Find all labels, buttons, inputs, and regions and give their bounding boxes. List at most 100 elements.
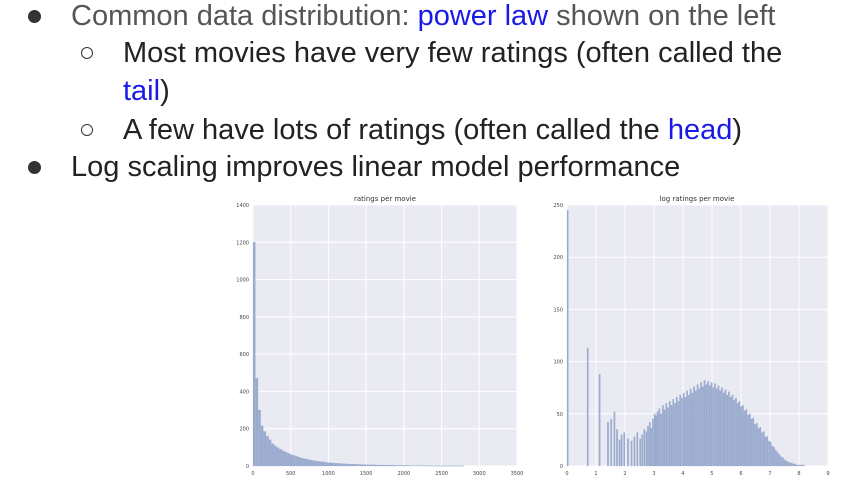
histogram-bar — [345, 463, 348, 467]
chart-title: ratings per movie — [354, 195, 416, 203]
head-link[interactable]: head — [667, 114, 733, 146]
x-tick-label: 1 — [594, 471, 597, 477]
histogram-bar — [650, 428, 653, 467]
histogram-bar — [757, 428, 760, 467]
histogram-bar — [761, 432, 763, 467]
histogram-bar — [403, 465, 406, 467]
histogram-bar — [607, 422, 609, 467]
histogram-bar — [778, 454, 781, 467]
histogram-bar — [636, 432, 639, 467]
bullet-text: shown on the left — [548, 0, 776, 32]
power-law-link[interactable]: power law — [417, 0, 549, 32]
x-tick-label: 0 — [251, 471, 254, 477]
histogram-bar — [797, 464, 800, 467]
histogram-bar — [755, 423, 758, 467]
histogram-bar — [726, 394, 728, 467]
log-ratings-per-movie-chart: 0 50 100 150 200 250 0 1 2 3 4 5 6 7 8 9 log ratings p… — [553, 195, 829, 477]
histogram-bar — [616, 429, 618, 467]
histogram-bar — [802, 464, 805, 467]
histogram-bar — [300, 457, 303, 467]
histogram-bar — [350, 464, 354, 467]
bullet-text: Common data distribution: — [71, 0, 418, 32]
histogram-bar — [675, 396, 678, 467]
histogram-bar — [347, 464, 351, 467]
histogram-bar — [641, 434, 644, 467]
histogram-bar — [363, 464, 367, 467]
histogram-bar — [639, 438, 641, 467]
histogram-bar — [738, 401, 741, 467]
histogram-bar — [390, 465, 393, 467]
ratings-per-movie-chart: 0 200 400 600 800 1000 1200 1400 0 500 1000 1500 20… — [236, 195, 523, 477]
histogram-bar — [672, 399, 675, 467]
histogram-bar — [693, 386, 695, 467]
histogram-bar — [703, 380, 706, 467]
y-tick-label: 1200 — [236, 240, 249, 246]
y-tick-label: 200 — [239, 427, 249, 433]
histogram-bar — [279, 449, 282, 467]
histogram-bar — [395, 465, 398, 467]
histogram-bar — [710, 382, 713, 467]
histogram-bar — [801, 464, 803, 467]
histogram-bar — [398, 465, 401, 467]
bullet-power-law: Common data distribution: power law show… — [71, 0, 775, 34]
x-tick-label: 5 — [710, 471, 713, 477]
histogram-bar — [274, 445, 277, 467]
histogram-bar — [789, 462, 791, 467]
x-tick-label: 500 — [286, 471, 296, 477]
histogram-bar — [771, 446, 774, 467]
histogram-bar — [769, 441, 772, 467]
histogram-bar — [686, 390, 688, 467]
histogram-bar — [305, 459, 309, 467]
histogram-bar — [620, 434, 623, 467]
y-tick-label: 250 — [553, 203, 563, 209]
histogram-bar — [717, 385, 720, 467]
histogram-bar — [366, 464, 369, 467]
histogram-bar — [287, 453, 290, 467]
histogram-bar — [681, 398, 683, 467]
x-tick-label: 4 — [681, 471, 684, 477]
histogram-bar — [764, 436, 767, 467]
histogram-bar — [750, 418, 753, 467]
histogram-bar — [733, 400, 735, 467]
tail-link[interactable]: tail — [123, 75, 161, 107]
y-tick-label: 600 — [239, 352, 249, 358]
histogram-bar — [679, 394, 682, 467]
histogram-bar — [379, 464, 383, 467]
histogram-bar — [705, 384, 708, 467]
histogram-bar — [662, 405, 664, 467]
histogram-bar — [586, 347, 589, 467]
histogram-bar — [698, 388, 701, 467]
x-tick-label: 1500 — [360, 471, 373, 477]
histogram-bar — [658, 408, 661, 467]
histogram-bar — [371, 464, 375, 467]
histogram-bar — [759, 427, 762, 467]
histogram-bar — [618, 439, 621, 467]
bullet-log-scaling: Log scaling improves linear model perfor… — [71, 149, 680, 185]
histogram-bar — [284, 451, 288, 467]
bullet-dot-icon — [28, 161, 41, 174]
histogram-bar — [667, 407, 669, 467]
histogram-bar — [260, 425, 264, 467]
histogram-bar — [361, 464, 364, 467]
histogram-bar — [630, 440, 633, 467]
histogram-bar — [266, 436, 269, 467]
histogram-bar — [633, 436, 636, 467]
histogram-bar — [263, 431, 267, 467]
histogram-bar — [648, 422, 651, 467]
histogram-bar — [696, 384, 699, 467]
histogram-bar — [598, 374, 601, 467]
histogram-bar — [787, 461, 789, 467]
histogram-bar — [790, 462, 793, 467]
histogram-bar — [653, 413, 656, 467]
histogram-bar — [652, 418, 654, 467]
bullet-text: ) — [732, 114, 743, 146]
histogram-bar — [308, 459, 311, 467]
histogram-bar — [566, 210, 569, 467]
histogram-bar — [252, 242, 256, 467]
x-tick-label: 3 — [652, 471, 655, 477]
histogram-bar — [740, 406, 742, 467]
histogram-bar — [627, 438, 629, 467]
histogram-bar — [742, 405, 744, 467]
histogram-bar — [382, 464, 385, 467]
